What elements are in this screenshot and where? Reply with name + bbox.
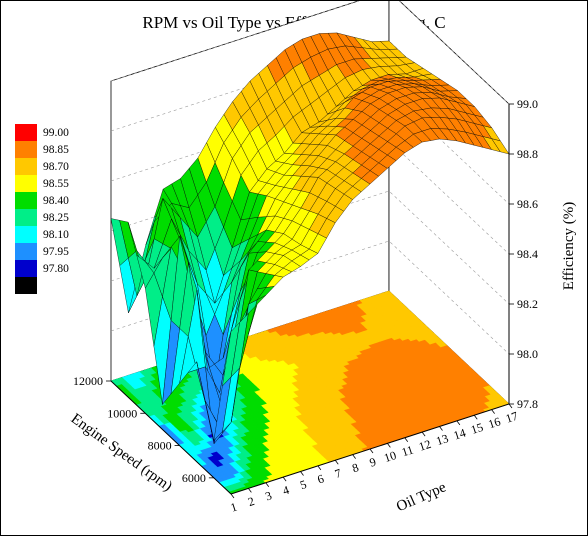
x-tick-label: 7 (333, 466, 343, 481)
legend-swatch (15, 158, 37, 175)
x-tick-label: 5 (298, 477, 308, 492)
z-tick-label: 99.0 (517, 97, 538, 111)
y-tick-label: 8000 (148, 439, 172, 453)
x-tick-label: 16 (487, 414, 503, 431)
legend-label: 98.10 (43, 229, 69, 241)
x-tick (473, 415, 478, 420)
axes: 1 2 3 4 5 6 7 8 9 10 11 12 13 14 15 16 17600080001000012… (73, 97, 538, 515)
x-tick-label: 15 (469, 420, 485, 437)
efficiency-surface (110, 32, 510, 445)
x-tick (334, 460, 339, 465)
x-tick-label: 17 (504, 409, 520, 426)
legend-label: 98.85 (43, 144, 69, 156)
legend-label: 98.25 (43, 212, 69, 224)
x-tick (230, 493, 235, 499)
x-tick (387, 443, 391, 448)
floor-cell (382, 290, 393, 296)
legend-label: 98.40 (43, 195, 69, 207)
z-tick-label: 98.6 (517, 197, 538, 211)
x-tick (282, 476, 287, 482)
legend-label: 97.80 (43, 263, 69, 275)
x-tick (508, 403, 513, 409)
x-tick (439, 426, 443, 431)
x-tick-label: 3 (263, 488, 273, 503)
y-axis-line (110, 380, 232, 495)
x-tick-label: 12 (417, 437, 433, 454)
legend-swatch (15, 175, 37, 192)
y-tick-label: 6000 (182, 471, 206, 485)
x-tick-label: 11 (400, 443, 415, 460)
x-tick (248, 488, 252, 493)
x-tick-label: 1 (229, 500, 239, 515)
legend-swatch (15, 277, 37, 294)
x-tick-label: 6 (316, 471, 326, 486)
z-tick-label: 98.8 (517, 147, 538, 161)
z-tick-label: 98.4 (517, 247, 538, 261)
x-tick-label: 4 (281, 483, 291, 498)
x-tick-label: 10 (382, 448, 398, 465)
legend-label: 98.55 (43, 178, 69, 190)
x-tick (265, 482, 270, 487)
z-tick-label: 98.2 (517, 297, 538, 311)
legend-swatch (15, 141, 37, 158)
surface-cell (491, 138, 510, 155)
x-tick (491, 409, 495, 414)
x-tick-label: 2 (246, 494, 256, 509)
x-tick (404, 437, 409, 442)
color-legend: 99.00 98.85 98.70 98.55 98.40 98.25 98.10 97.95… (15, 124, 69, 294)
z-axis-label: Efficiency (%) (561, 202, 577, 290)
legend-swatch (15, 209, 37, 226)
x-axis-label: Oil Type (394, 479, 449, 515)
x-tick (300, 471, 304, 476)
x-tick (421, 431, 426, 437)
y-tick-label: 10000 (107, 406, 137, 420)
legend-label: 99.00 (43, 127, 69, 139)
z-gridline (110, 0, 510, 105)
x-tick (352, 454, 356, 459)
x-tick (369, 448, 374, 454)
legend-swatch (15, 260, 37, 277)
x-tick-label: 14 (452, 426, 468, 443)
z-tick-label: 97.8 (517, 397, 538, 411)
x-tick (456, 420, 461, 426)
x-tick-label: 13 (434, 431, 450, 448)
x-tick-label: 8 (350, 460, 360, 475)
x-tick (317, 465, 322, 471)
z-tick-label: 98.0 (517, 347, 538, 361)
legend-label: 97.95 (43, 246, 69, 258)
legend-swatch (15, 226, 37, 243)
legend-swatch (15, 192, 37, 209)
y-tick-label: 12000 (73, 374, 103, 388)
legend-swatch (15, 243, 37, 260)
x-tick-label: 9 (368, 455, 378, 470)
legend-label: 98.70 (43, 161, 69, 173)
legend-swatch (15, 124, 37, 141)
